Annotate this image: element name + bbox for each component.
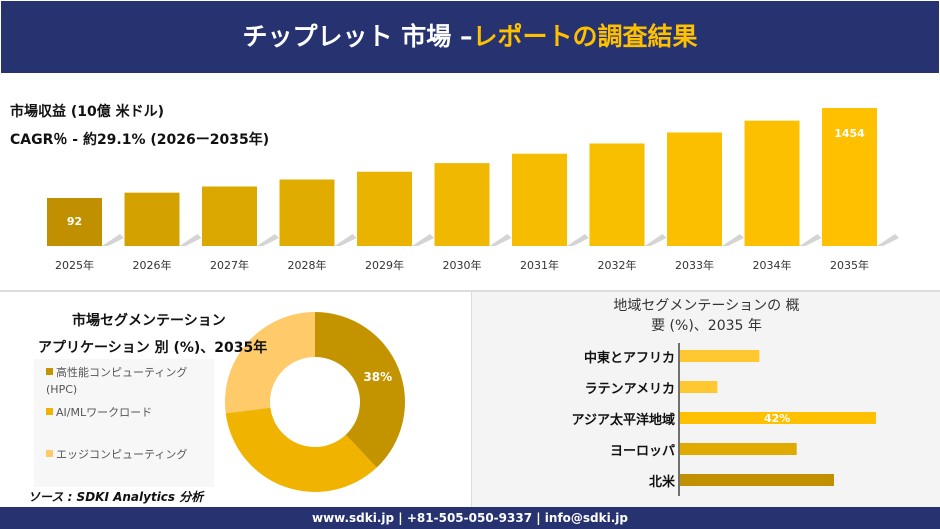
bar-2029年: [357, 171, 412, 246]
bar-shadow: [489, 234, 512, 246]
x-tick-label: 2034年: [753, 258, 792, 272]
bar-2035年: [822, 108, 877, 246]
bar-2030年: [434, 163, 490, 246]
x-tick-label: 2033年: [675, 258, 714, 272]
divider: [0, 290, 940, 292]
donut-slice: [225, 407, 377, 493]
region-chart-title: 地域セグメンテーションの 概要 (%)、2035 年: [613, 298, 800, 334]
region-label: アジア太平洋地域: [571, 413, 675, 428]
pie-title: 市場セグメンテーション: [72, 313, 226, 329]
bar-shadow: [644, 234, 667, 246]
application-segment-panel: 市場セグメンテーション アプリケーション 別 (%)、2035年 高性能コンピュ…: [0, 292, 470, 507]
bar-shadow: [334, 234, 357, 246]
region-label: 北米: [648, 475, 675, 490]
x-tick-label: 2027年: [210, 258, 249, 272]
region-bar-chart: 42%: [678, 343, 876, 496]
x-tick-label: 2025年: [55, 258, 94, 272]
region-label: ヨーロッパ: [609, 444, 675, 459]
pie-legend: 高性能コンピューティング (HPC) AI/MLワークロード エッジコンピューテ…: [34, 359, 214, 487]
legend-swatch: [46, 368, 53, 375]
region-label: 中東とアフリカ: [583, 351, 675, 366]
cagr-label: CAGR％ - 約29.1% (2026ー2035年): [10, 132, 270, 148]
region-segment-panel: 地域セグメンテーションの 概要 (%)、2035 年 中東とアフリカ ラテンアメリ…: [471, 292, 940, 507]
source-note: ソース : SDKI Analytics 分析: [28, 490, 204, 504]
x-tick-label: 2032年: [598, 258, 637, 272]
bar-shadow: [179, 234, 202, 246]
revenue-chart-panel: 市場収益 (10億 米ドル) CAGR％ - 約29.1% (2026ー2035…: [0, 76, 940, 290]
footer-contact: www.sdki.jp | +81-505-050-9337 | info@sd…: [0, 507, 940, 529]
bar-2028年: [279, 179, 335, 246]
bar-2025年: [47, 198, 102, 246]
bar-2027年: [202, 186, 257, 246]
bar-2034年: [744, 120, 800, 246]
region-bar: [680, 474, 834, 486]
region-label: ラテンアメリカ: [584, 382, 675, 397]
region-bar: [680, 381, 718, 393]
bar-shadow: [799, 234, 822, 246]
bar-shadow: [412, 234, 434, 246]
revenue-unit-label: 市場収益 (10億 米ドル): [10, 104, 165, 120]
bar-data-label: 92: [67, 215, 82, 228]
bar-shadow: [257, 234, 279, 246]
bar-2026年: [124, 192, 180, 246]
bar-shadow: [722, 234, 744, 246]
legend-swatch: [46, 408, 53, 415]
slice-data-label: 38%: [363, 370, 392, 384]
bar-2031年: [512, 153, 567, 246]
bar-data-label: 1454: [834, 127, 865, 140]
region-bar: [680, 412, 876, 424]
header-banner: チップレット 市場 –レポートの調査結果: [1, 1, 939, 73]
legend-item: 高性能コンピューティング (HPC): [46, 366, 188, 396]
legend-item: エッジコンピューティング: [46, 446, 187, 463]
bar-2033年: [667, 132, 722, 246]
title-main: チップレット 市場 –: [242, 22, 473, 51]
donut-slice: [224, 312, 315, 414]
region-data-label: 42%: [764, 412, 790, 425]
x-tick-label: 2028年: [288, 258, 327, 272]
x-tick-label: 2035年: [830, 258, 869, 272]
donut-slice: [315, 312, 406, 468]
bar-shadow: [567, 234, 589, 246]
x-tick-label: 2031年: [520, 258, 559, 272]
bar-2032年: [589, 143, 645, 246]
x-tick-label: 2026年: [133, 258, 172, 272]
region-bar: [680, 350, 760, 362]
legend-item: AI/MLワークロード: [46, 404, 152, 421]
bar-shadow: [877, 234, 899, 246]
pie-subtitle: アプリケーション 別 (%)、2035年: [38, 340, 268, 356]
revenue-bar-chart: 92 2025年 2026年 2027年 2028年 2029年 2030年 2031年 203…: [47, 108, 899, 272]
title-accent: レポートの調査結果: [472, 22, 698, 51]
region-bar: [680, 443, 797, 455]
x-tick-label: 2029年: [365, 258, 404, 272]
application-donut-chart: 38%: [224, 312, 406, 493]
bar-shadow: [102, 234, 124, 246]
x-tick-label: 2030年: [443, 258, 482, 272]
legend-swatch: [46, 450, 53, 457]
